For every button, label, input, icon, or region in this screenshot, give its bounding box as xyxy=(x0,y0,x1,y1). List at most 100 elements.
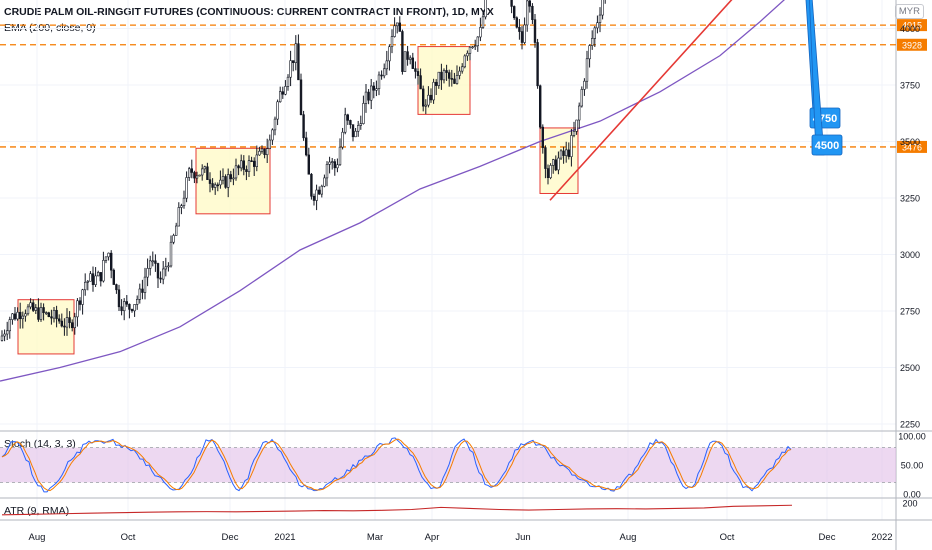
candle-body xyxy=(349,120,352,125)
candle-body xyxy=(39,307,43,320)
stoch-y-tick: 0.00 xyxy=(903,490,921,500)
candle-body xyxy=(102,260,105,282)
x-tick-label: Dec xyxy=(819,532,836,543)
candle-body xyxy=(549,165,552,178)
candle-body xyxy=(541,126,545,148)
candle-body xyxy=(364,91,368,104)
candle-body xyxy=(601,0,604,16)
candle-body xyxy=(115,284,118,291)
candle-body xyxy=(44,312,48,315)
candle-body xyxy=(281,91,284,95)
candle-body xyxy=(224,176,227,188)
candle-body xyxy=(107,252,110,258)
candle-body xyxy=(330,161,334,163)
candle-body xyxy=(559,150,563,159)
atr-y-tick: 200 xyxy=(902,499,917,509)
candle-body xyxy=(247,160,251,172)
candle-body xyxy=(65,317,69,328)
candle-body xyxy=(359,123,362,126)
candle-body xyxy=(128,303,131,310)
candle-body xyxy=(97,272,100,277)
candle-body xyxy=(81,289,84,305)
candle-body xyxy=(255,154,258,167)
candle-body xyxy=(562,150,565,156)
candle-body xyxy=(193,172,196,179)
candle-body xyxy=(268,139,271,149)
y-tick-label: 2250 xyxy=(900,420,920,430)
candle-body xyxy=(328,161,331,165)
candle-body xyxy=(24,313,27,317)
y-tick-label: 2750 xyxy=(900,307,920,317)
candle-body xyxy=(528,0,532,7)
candle-body xyxy=(47,312,51,317)
atr-line xyxy=(1,504,793,516)
candle-body xyxy=(31,302,35,311)
x-tick-label: Oct xyxy=(121,532,136,543)
candle-body xyxy=(372,85,375,91)
candle-body xyxy=(450,78,453,80)
candle-body xyxy=(533,19,537,43)
level-price-badge xyxy=(897,19,927,32)
candle-body xyxy=(385,60,388,70)
candle-body xyxy=(68,317,71,323)
candle-body xyxy=(60,320,64,327)
candle-body xyxy=(112,269,116,285)
candle-body xyxy=(564,149,568,156)
candle-body xyxy=(377,74,381,89)
candle-body xyxy=(91,273,95,285)
ema200-line xyxy=(0,0,785,382)
candle-body xyxy=(343,114,347,133)
candle-body xyxy=(55,309,58,320)
candle-body xyxy=(5,330,9,335)
candle-body xyxy=(291,60,295,63)
candle-body xyxy=(78,300,82,305)
candle-body xyxy=(151,260,154,263)
candle-body xyxy=(336,164,339,169)
candle-body xyxy=(531,5,534,20)
candle-body xyxy=(180,205,183,208)
candle-body xyxy=(455,75,459,84)
candle-body xyxy=(471,46,474,48)
candle-body xyxy=(419,75,422,90)
level-price-label: 3476 xyxy=(902,142,922,152)
candle-body xyxy=(216,184,219,187)
candle-body xyxy=(338,146,342,166)
candle-body xyxy=(232,177,235,180)
candle-body xyxy=(265,148,269,156)
candle-body xyxy=(393,25,396,37)
candle-body xyxy=(398,22,401,32)
callout-box xyxy=(811,134,843,156)
candle-body xyxy=(406,51,409,60)
candle-body xyxy=(156,263,160,279)
stoch-d-line xyxy=(1,438,792,492)
candle-body xyxy=(286,76,290,87)
candle-body xyxy=(434,81,438,86)
candle-body xyxy=(447,72,451,79)
candle-body xyxy=(408,57,412,60)
candle-body xyxy=(515,17,519,28)
candle-body xyxy=(208,179,212,184)
candle-body xyxy=(117,289,121,308)
candle-body xyxy=(453,78,456,84)
currency-badge[interactable]: MYR xyxy=(894,4,924,19)
y-tick-label: 3250 xyxy=(900,194,920,204)
candle-body xyxy=(302,114,305,139)
candle-body xyxy=(458,70,461,76)
stoch-legend: Stoch (14, 3, 3) xyxy=(4,438,76,450)
candle-body xyxy=(567,149,571,157)
candle-body xyxy=(219,179,222,186)
candle-body xyxy=(429,94,433,101)
candle-body xyxy=(479,27,482,38)
candle-body xyxy=(297,43,300,81)
candle-body xyxy=(263,148,266,156)
candle-body xyxy=(8,319,11,332)
candle-body xyxy=(577,105,581,121)
candle-body xyxy=(375,88,378,91)
y-tick-label: 3000 xyxy=(900,250,920,260)
candle-body xyxy=(411,57,414,69)
candle-body xyxy=(154,260,157,264)
candle-body xyxy=(42,307,45,314)
candle-body xyxy=(276,101,279,120)
candle-body xyxy=(421,88,425,107)
